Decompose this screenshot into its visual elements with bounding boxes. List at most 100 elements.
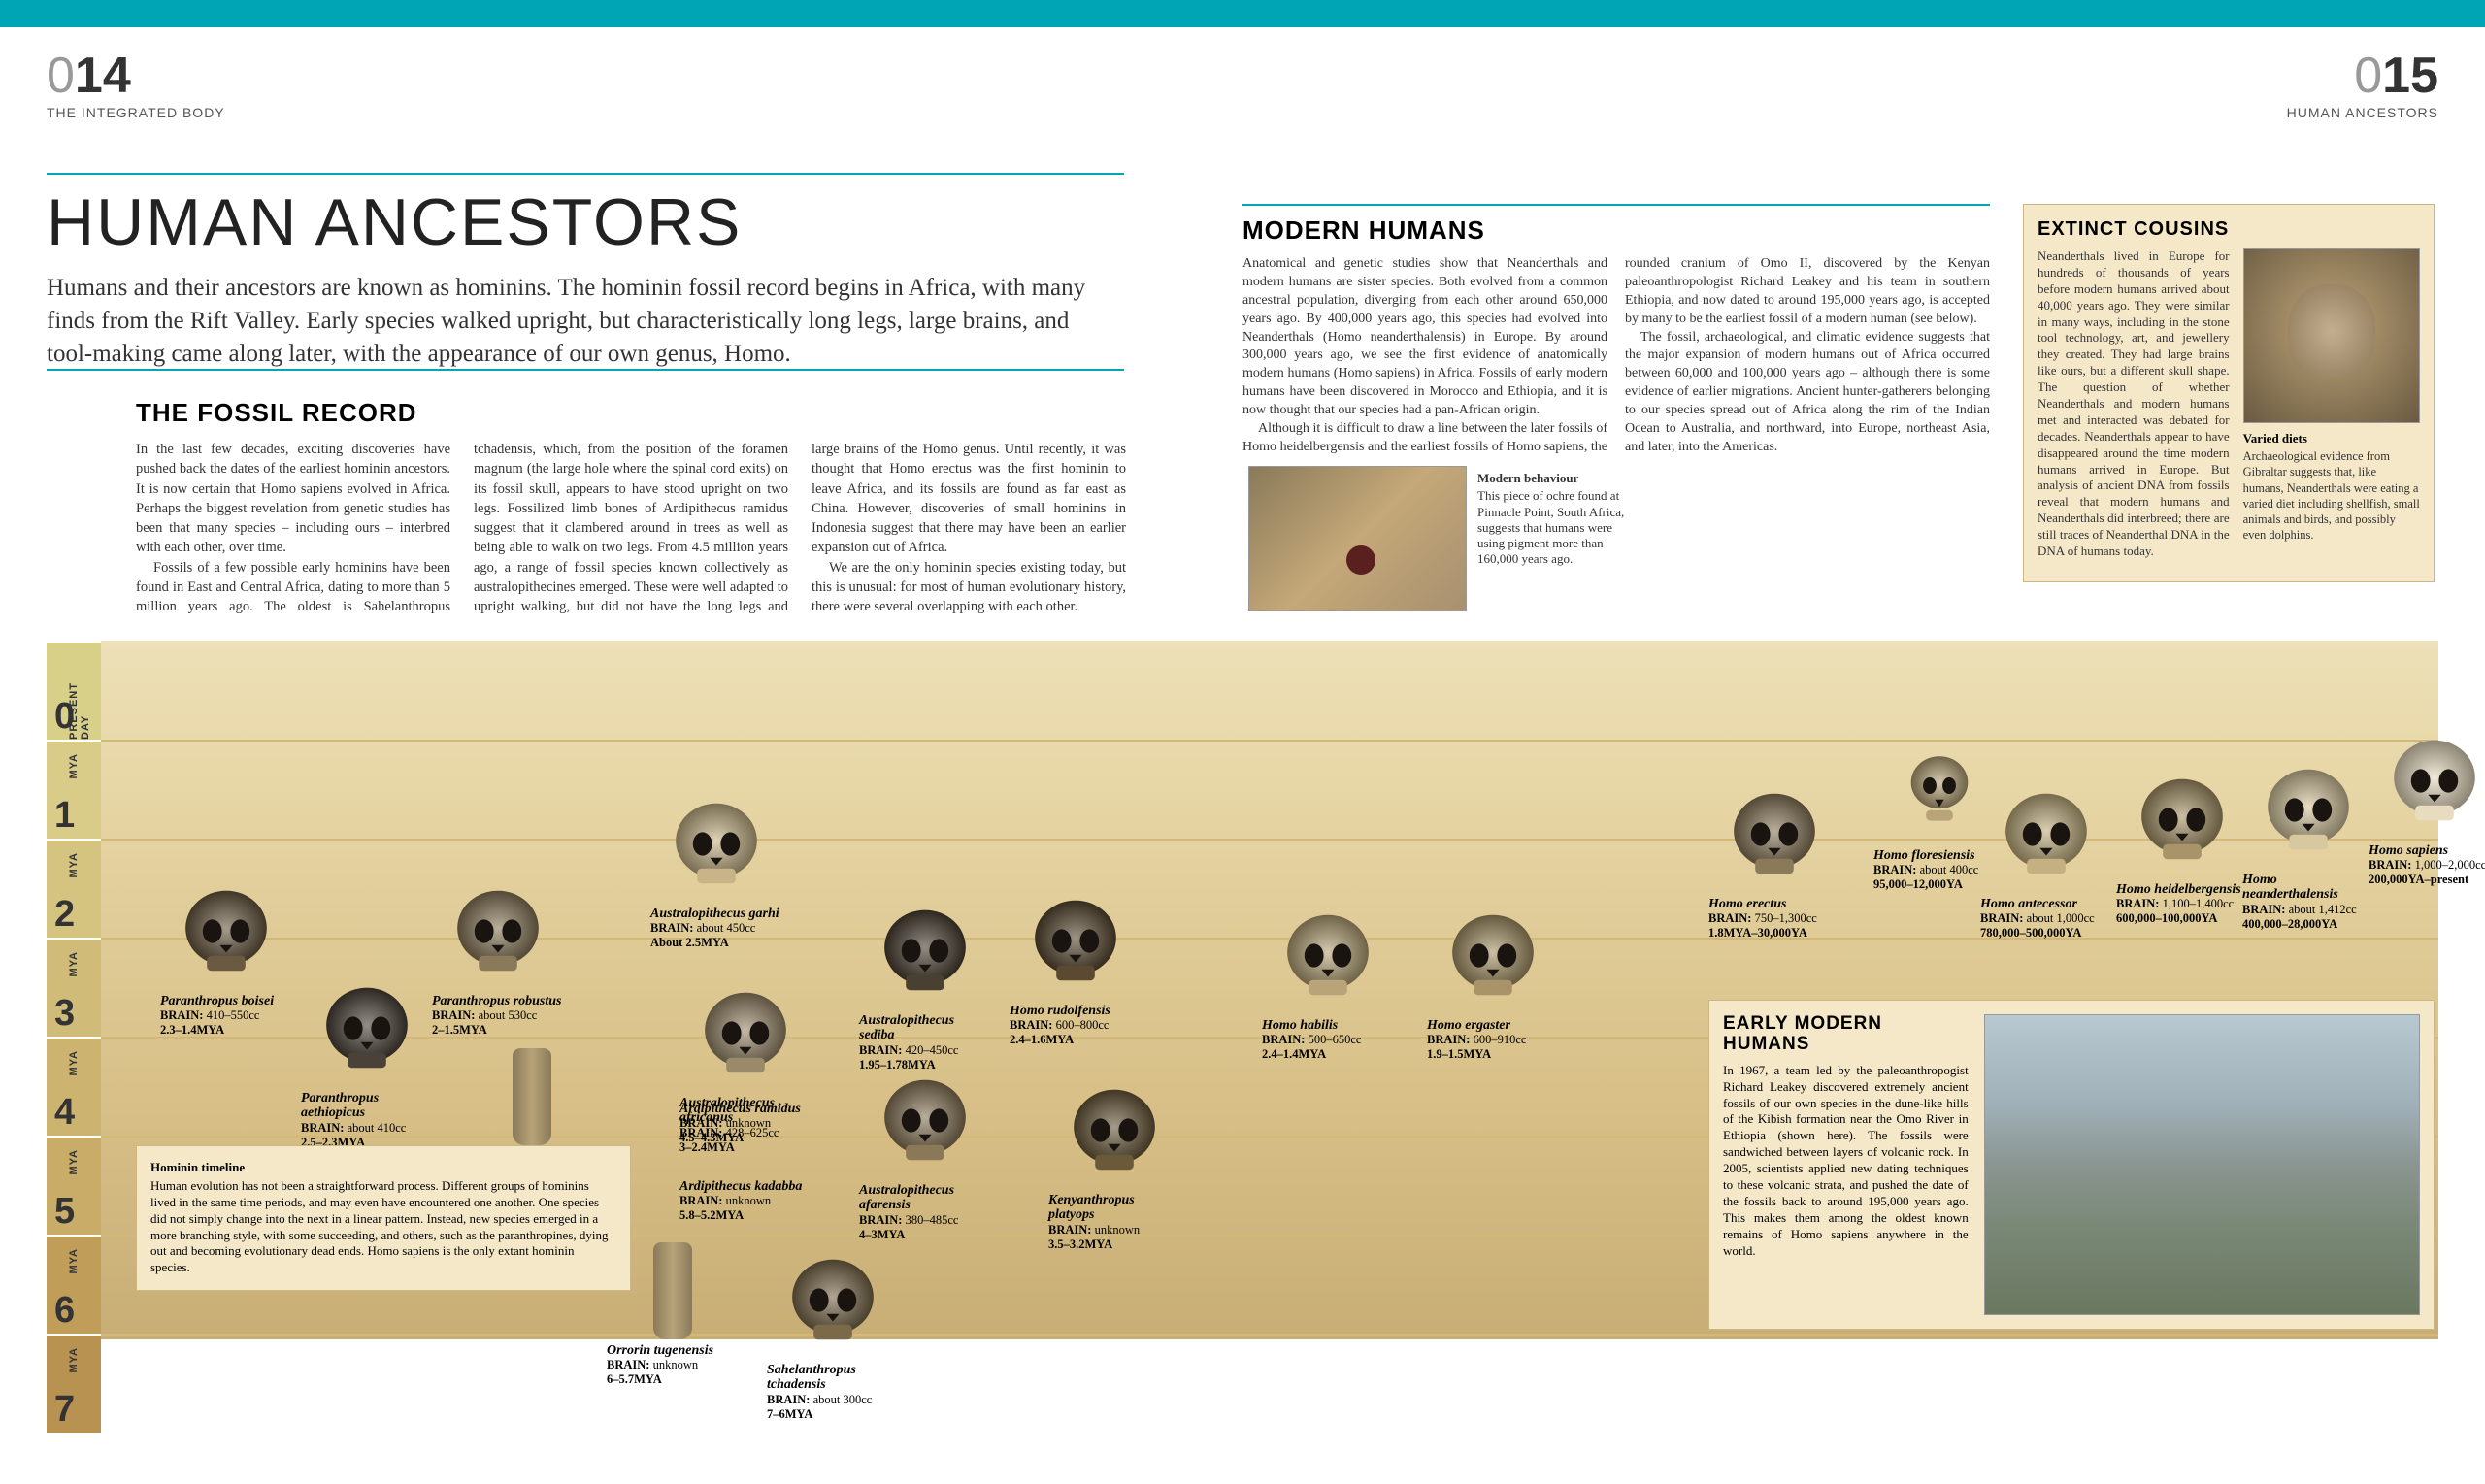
species-homo-heidelbergensis: Homo heidelbergensisBRAIN: 1,100–1,400cc… (2116, 772, 2247, 926)
bone-icon (653, 1242, 692, 1339)
ochre-photo (1248, 466, 1467, 611)
axis-num: 2 (54, 894, 75, 936)
skull-icon (1886, 738, 1993, 844)
skull-icon (1022, 893, 1129, 1000)
axis-num: 7 (54, 1389, 75, 1431)
extinct-caption-title: Varied diets (2243, 431, 2420, 446)
ochre-caption-text: This piece of ochre found at Pinnacle Po… (1477, 488, 1624, 566)
skull-icon (314, 980, 420, 1087)
axis-label: PRESENT DAY (68, 654, 91, 740)
species-date: 6–5.7MYA (607, 1372, 738, 1387)
species-paranthropus-robustus: Paranthropus robustusBRAIN: about 530cc2… (432, 883, 563, 1038)
species-brain: BRAIN: 750–1,300cc (1708, 911, 1839, 926)
skull-icon (692, 985, 799, 1092)
species-brain: BRAIN: unknown (607, 1358, 738, 1372)
species-brain: BRAIN: about 450cc (650, 921, 781, 936)
species-paranthropus-aethiopicus: Paranthropus aethiopicusBRAIN: about 410… (301, 980, 432, 1150)
axis-segment-1: 1MYA (47, 740, 101, 839)
skull-icon (1440, 907, 1546, 1014)
skull-icon (779, 1252, 886, 1359)
species-brain: BRAIN: 1,000–2,000cc (2369, 858, 2485, 873)
modern-p3: The fossil, archaeological, and climatic… (1625, 329, 1990, 457)
species-brain: BRAIN: about 300cc (767, 1393, 898, 1407)
axis-num: 4 (54, 1092, 75, 1134)
axis-segment-0: 0PRESENT DAY (47, 641, 101, 740)
species-date: 1.95–1.78MYA (859, 1058, 990, 1072)
intro-paragraph: Humans and their ancestors are known as … (47, 272, 1105, 370)
hominin-box-title: Hominin timeline (150, 1160, 616, 1176)
species-date: About 2.5MYA (650, 936, 781, 950)
axis-num: 3 (54, 993, 75, 1035)
top-accent-bar (0, 0, 2485, 27)
species-brain: BRAIN: unknown (1048, 1223, 1179, 1237)
species-homo-erectus: Homo erectusBRAIN: 750–1,300cc1.8MYA–30,… (1708, 786, 1839, 940)
skull-icon (1993, 786, 2100, 893)
extinct-text: Neanderthals lived in Europe for hundred… (2038, 248, 2230, 560)
species-brain: BRAIN: 500–650cc (1262, 1033, 1393, 1047)
page-number-left: 014 THE INTEGRATED BODY (47, 47, 225, 120)
skull-icon (872, 903, 978, 1009)
species-brain: BRAIN: unknown (679, 1194, 811, 1208)
timeline-axis: 0PRESENT DAY1MYA2MYA3MYA4MYA5MYA6MYA7MYA (47, 641, 101, 1339)
skull-icon (2129, 772, 2236, 878)
axis-label: MYA (68, 1149, 80, 1174)
species-brain: BRAIN: 600–910cc (1427, 1033, 1558, 1047)
species-name: Paranthropus robustus (432, 994, 563, 1008)
timeline-gridline (101, 740, 2438, 742)
species-date: 5.8–5.2MYA (679, 1208, 811, 1223)
species-brain: BRAIN: about 530cc (432, 1008, 563, 1023)
axis-label: MYA (68, 852, 80, 877)
species-name: Homo rudolfensis (1010, 1004, 1141, 1018)
modern-humans-section: MODERN HUMANS Anatomical and genetic stu… (1242, 204, 1990, 457)
species-date: 2.4–1.6MYA (1010, 1033, 1141, 1047)
extinct-caption-text: Archaeological evidence from Gibraltar s… (2243, 448, 2420, 544)
skull-icon (173, 883, 280, 990)
species-homo-ergaster: Homo ergasterBRAIN: 600–910cc1.9–1.5MYA (1427, 907, 1558, 1062)
skull-icon (663, 796, 770, 903)
species-brain: BRAIN: unknown (679, 1116, 811, 1131)
axis-segment-7: 7MYA (47, 1334, 101, 1433)
hominin-box-text: Human evolution has not been a straightf… (150, 1178, 616, 1276)
extinct-title: EXTINCT COUSINS (2038, 218, 2420, 241)
title-rule-bottom (47, 369, 1124, 371)
modern-humans-title: MODERN HUMANS (1242, 215, 1990, 246)
species-name: Kenyanthropus platyops (1048, 1193, 1179, 1223)
species-name: Homo heidelbergensis (2116, 882, 2247, 897)
axis-label: MYA (68, 1050, 80, 1075)
species-name: Ardipithecus kadabba (679, 1179, 811, 1194)
species-name: Homo antecessor (1980, 897, 2111, 911)
species-australopithecus-garhi: Australopithecus garhiBRAIN: about 450cc… (650, 796, 781, 950)
title-rule-top (47, 173, 1124, 175)
skull-icon (1275, 907, 1381, 1014)
skull-icon (2255, 762, 2362, 869)
species-name: Paranthropus aethiopicus (301, 1091, 432, 1121)
species-name: Ardipithecus ramidus (679, 1102, 811, 1116)
species-date: 780,000–500,000YA (1980, 926, 2111, 940)
axis-label: MYA (68, 951, 80, 976)
species-date: 7–6MYA (767, 1407, 898, 1422)
fossil-p1: In the last few decades, exciting discov… (136, 440, 450, 558)
ochre-caption: Modern behaviour This piece of ochre fou… (1477, 471, 1633, 568)
axis-segment-5: 5MYA (47, 1136, 101, 1235)
modern-humans-rule (1242, 204, 1990, 206)
species-date: 2.4–1.4MYA (1262, 1047, 1393, 1062)
axis-segment-4: 4 MYA (47, 1037, 101, 1136)
species-date: 2.3–1.4MYA (160, 1023, 291, 1038)
fossil-p3: We are the only hominin species existing… (812, 558, 1126, 617)
axis-label: MYA (68, 1248, 80, 1273)
species-date: 4.5–4.3MYA (679, 1131, 811, 1145)
species-brain: BRAIN: about 410cc (301, 1121, 432, 1136)
ochre-caption-title: Modern behaviour (1477, 471, 1633, 486)
omo-river-photo (1984, 1014, 2420, 1315)
species-brain: BRAIN: 420–450cc (859, 1043, 990, 1058)
skull-icon (1721, 786, 1828, 893)
fossil-record-section: THE FOSSIL RECORD In the last few decade… (136, 398, 1126, 617)
species-ardipithecus-kadabba: Ardipithecus kadabbaBRAIN: unknown5.8–5.… (679, 1179, 811, 1223)
species-australopithecus-sediba: Australopithecus sedibaBRAIN: 420–450cc1… (859, 903, 990, 1072)
species-name: Orrorin tugenensis (607, 1343, 738, 1358)
skull-icon (2381, 733, 2485, 840)
species-name: Homo erectus (1708, 897, 1839, 911)
species-name: Australopithecus garhi (650, 907, 781, 921)
page-num-left-value: 14 (75, 48, 131, 104)
species-name: Paranthropus boisei (160, 994, 291, 1008)
